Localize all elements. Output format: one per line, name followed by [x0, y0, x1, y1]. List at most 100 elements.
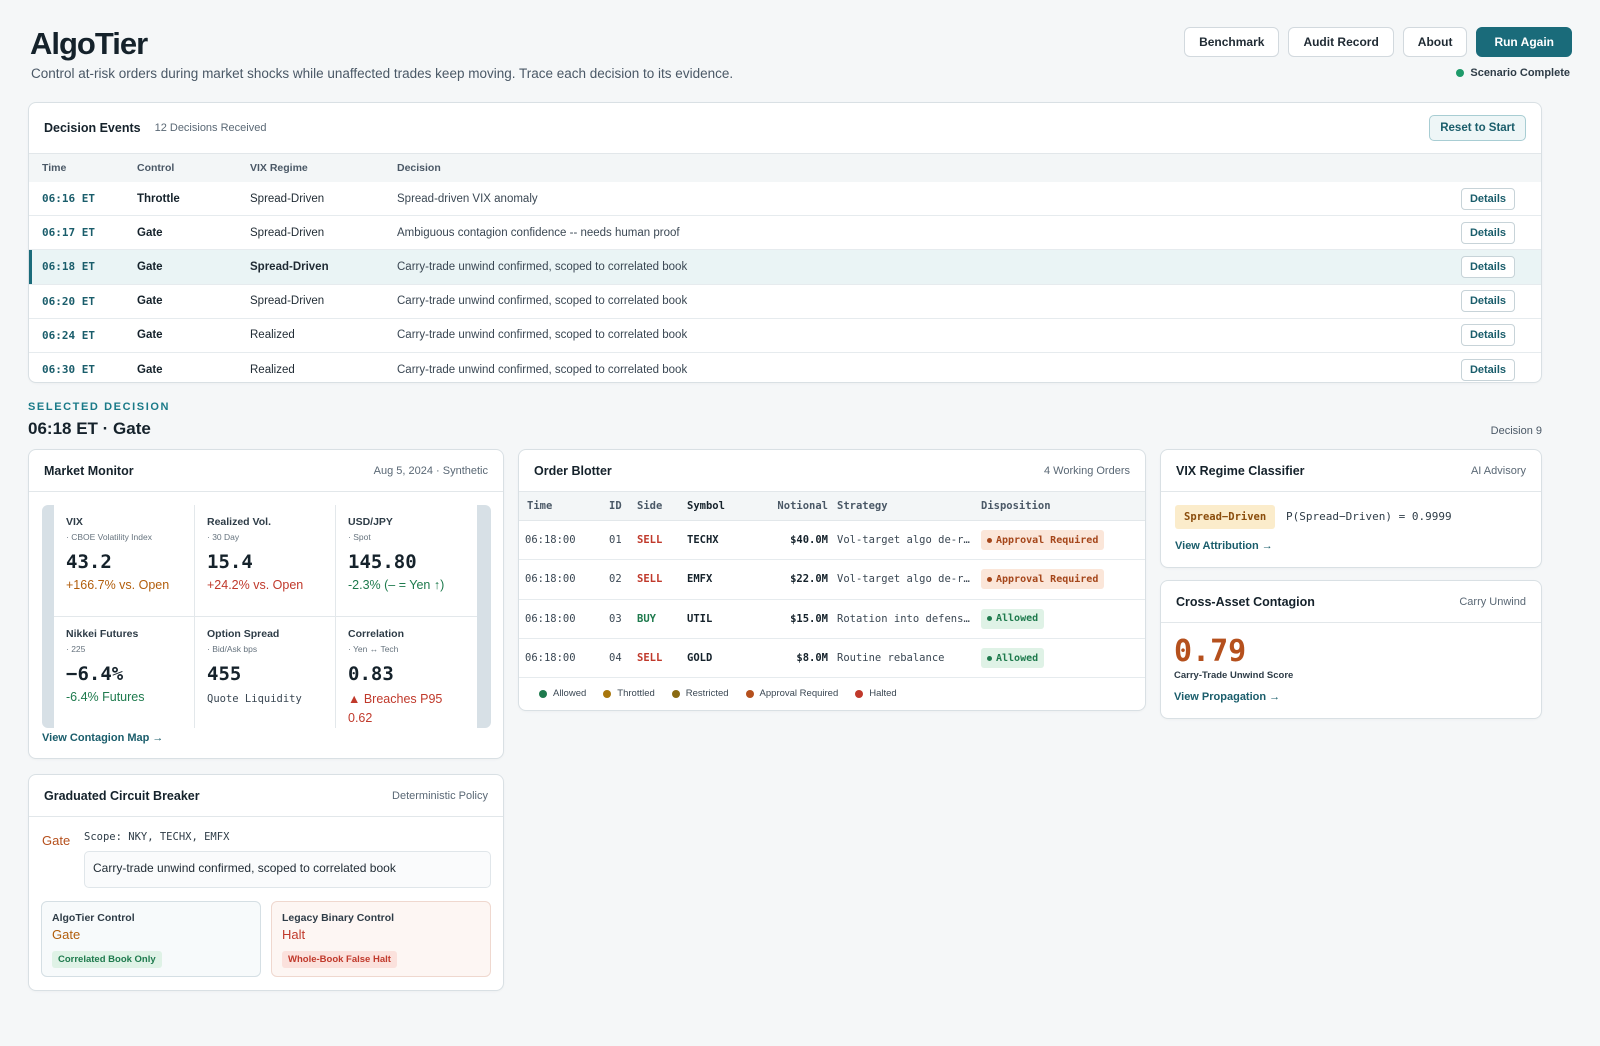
order-time: 06:18:00 — [525, 573, 576, 586]
selected-decision-label: SELECTED DECISION — [28, 401, 171, 413]
table-row[interactable]: 06:18:00 04 SELL GOLD $8.0M Routine reba… — [519, 639, 1145, 679]
order-symbol: GOLD — [687, 652, 713, 665]
event-control: Gate — [137, 329, 163, 342]
vix-regime-header: VIX Regime Classifier AI Advisory — [1161, 450, 1541, 492]
event-decision: Ambiguous contagion confidence -- needs … — [397, 226, 680, 239]
event-time: 06:20 ET — [42, 294, 95, 308]
legend-dot-icon — [745, 689, 754, 698]
disposition-label: Allowed — [996, 652, 1039, 664]
legend-dot-icon — [539, 689, 547, 698]
legacy-control-box: Legacy Binary Control Halt Whole-Book Fa… — [271, 901, 491, 977]
legend-label: Throttled — [617, 688, 655, 700]
order-disposition: Approval Required — [981, 530, 1145, 551]
legend-dot-icon — [603, 689, 612, 698]
view-propagation-link[interactable]: View Propagation → — [1174, 691, 1281, 703]
col-side: Side — [637, 500, 663, 512]
event-decision: Carry-trade unwind confirmed, scoped to … — [397, 363, 688, 376]
audit-record-button[interactable]: Audit Record — [1288, 27, 1394, 57]
metric-name: Option Spread — [207, 627, 280, 640]
details-button[interactable]: Details — [1461, 187, 1515, 210]
order-time: 06:18:00 — [525, 652, 576, 665]
legend-label: Restricted — [685, 688, 729, 700]
contagion-title: Cross-Asset Contagion — [1176, 594, 1315, 609]
blotter-table-header: Time ID Side Symbol Notional Strategy Di… — [519, 492, 1145, 521]
vix-regime-meta: AI Advisory — [1470, 464, 1526, 477]
col-strategy: Strategy — [837, 500, 888, 512]
decision-events-title: Decision Events — [44, 121, 141, 135]
market-monitor-title: Market Monitor — [44, 463, 134, 478]
view-attribution-link[interactable]: View Attribution → — [1175, 540, 1273, 552]
scenario-status: Scenario Complete — [1456, 67, 1570, 79]
metric-sub: · Yen ↔ Tech — [348, 643, 399, 654]
event-time: 06:16 ET — [42, 192, 95, 206]
details-button[interactable]: Details — [1461, 290, 1515, 313]
about-button[interactable]: About — [1402, 27, 1468, 57]
metric-delta: Quote Liquidity — [207, 692, 302, 705]
algotier-control-value: Gate — [52, 927, 81, 942]
legend-label: Allowed — [553, 688, 587, 700]
order-id: 04 — [609, 652, 622, 665]
order-time: 06:18:00 — [525, 534, 576, 547]
event-vix-regime: Realized — [250, 329, 295, 342]
status-badge: Approval Required — [981, 530, 1105, 551]
col-symbol: Symbol — [687, 500, 725, 512]
reset-to-start-button[interactable]: Reset to Start — [1429, 115, 1526, 141]
order-side: SELL — [637, 534, 663, 547]
view-contagion-map-link[interactable]: View Contagion Map → — [42, 732, 164, 744]
metric-sub: · CBOE Volatility Index — [66, 532, 152, 542]
metric-value: 43.2 — [66, 551, 112, 573]
col-time: Time — [527, 500, 553, 512]
table-row[interactable]: 06:18:00 01 SELL TECHX $40.0M Vol-target… — [519, 521, 1145, 561]
details-button[interactable]: Details — [1461, 324, 1515, 347]
order-symbol: EMFX — [687, 573, 713, 586]
contagion-panel: Cross-Asset Contagion Carry Unwind 0.79 … — [1160, 580, 1542, 719]
metric-correlation: Correlation · Yen ↔ Tech 0.83 ▲ Breaches… — [336, 617, 477, 729]
metric-name: USD/JPY — [348, 516, 393, 528]
table-row[interactable]: 06:18:00 03 BUY UTIL $15.0M Rotation int… — [519, 600, 1145, 639]
order-notional: $15.0M — [790, 612, 828, 625]
regime-badge: Spread−Driven — [1175, 505, 1276, 529]
metric-delta: -6.4% Futures — [66, 689, 145, 704]
contagion-score-label: Carry-Trade Unwind Score — [1174, 670, 1294, 681]
market-monitor-meta: Aug 5, 2024 · Synthetic — [373, 464, 488, 477]
metric-delta: +166.7% vs. Open — [66, 578, 170, 592]
order-id: 01 — [609, 534, 622, 547]
col-control: Control — [137, 162, 175, 174]
col-time: Time — [42, 162, 67, 174]
benchmark-button[interactable]: Benchmark — [1184, 27, 1280, 57]
table-row[interactable]: 06:16 ET Throttle Spread-Driven Spread-d… — [29, 182, 1541, 217]
table-row[interactable]: 06:30 ET Gate Realized Carry-trade unwin… — [29, 353, 1541, 382]
order-blotter-title: Order Blotter — [534, 463, 612, 478]
table-row[interactable]: 06:17 ET Gate Spread-Driven Ambiguous co… — [29, 216, 1541, 251]
metric-delta: +24.2% vs. Open — [207, 578, 304, 592]
col-notional: Notional — [777, 500, 828, 512]
run-again-button[interactable]: Run Again — [1476, 27, 1572, 57]
event-time: 06:30 ET — [42, 363, 95, 377]
app-logo: AlgoTier — [30, 26, 148, 61]
details-button[interactable]: Details — [1461, 358, 1515, 381]
order-strategy: Rotation into defensives — [837, 612, 981, 625]
event-decision: Carry-trade unwind confirmed, scoped to … — [397, 260, 688, 273]
metric-value: 455 — [207, 662, 242, 685]
metric-name: Realized Vol. — [207, 516, 271, 528]
legend-item: Throttled — [603, 688, 655, 699]
event-control: Gate — [137, 295, 163, 308]
algotier-control-box: AlgoTier Control Gate Correlated Book On… — [41, 901, 261, 977]
decision-events-panel: Decision Events 12 Decisions Received Re… — [28, 102, 1542, 383]
legacy-control-title: Legacy Binary Control — [282, 912, 395, 924]
details-button[interactable]: Details — [1461, 255, 1515, 278]
details-button[interactable]: Details — [1461, 221, 1515, 244]
event-decision: Carry-trade unwind confirmed, scoped to … — [397, 295, 688, 308]
disposition-legend: Allowed Throttled Restricted Approval Re… — [519, 678, 1145, 699]
metric-name: VIX — [66, 516, 83, 528]
order-side: BUY — [637, 612, 656, 625]
order-side: SELL — [637, 573, 663, 586]
table-row[interactable]: 06:24 ET Gate Realized Carry-trade unwin… — [29, 319, 1541, 353]
top-bar: AlgoTier Control at-risk orders during m… — [30, 22, 1572, 92]
table-row[interactable]: 06:18:00 02 SELL EMFX $22.0M Vol-target … — [519, 560, 1145, 600]
table-row[interactable]: 06:20 ET Gate Spread-Driven Carry-trade … — [29, 285, 1541, 319]
col-decision: Decision — [397, 162, 441, 174]
table-row-selected[interactable]: 06:18 ET Gate Spread-Driven Carry-trade … — [29, 250, 1541, 285]
disposition-label: Allowed — [996, 613, 1039, 625]
circuit-breaker-title: Graduated Circuit Breaker — [44, 788, 200, 803]
